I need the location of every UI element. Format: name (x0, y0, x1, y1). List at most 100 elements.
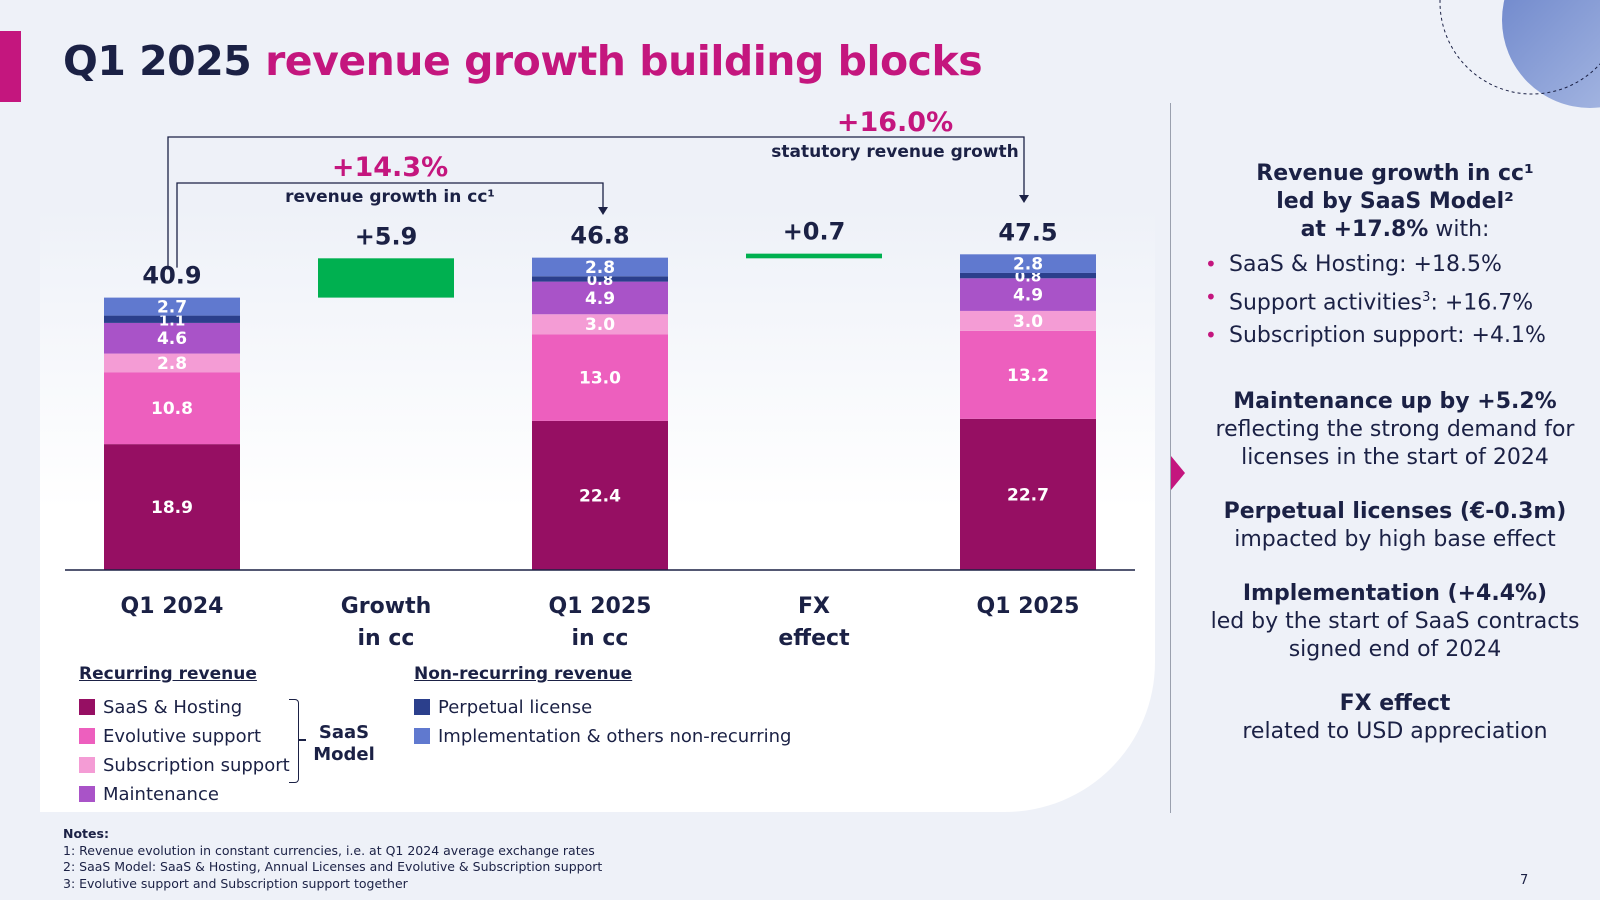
notes-title: Notes: (63, 826, 109, 841)
page-number: 7 (1520, 873, 1529, 888)
bar-segment (532, 420, 668, 570)
bar-segment (104, 372, 240, 445)
x-tick-label: Q1 2025 (977, 594, 1080, 619)
bar-segment-label: 3.0 (585, 315, 615, 335)
saas-model-bracket-tick (298, 739, 306, 741)
bar-segment-label: 4.9 (585, 289, 615, 309)
bar-segment (532, 281, 668, 315)
bar-segment (532, 257, 668, 277)
x-tick-label: Q1 2024 (121, 594, 224, 619)
takeaway-title-line3: at +17.8% with: (1300, 217, 1490, 242)
growth-annotation-text: statutory revenue growth (771, 142, 1018, 162)
bar-segment (532, 314, 668, 335)
arrow-down-icon (1019, 195, 1029, 203)
legend-nonrecurring-title: Non-recurring revenue (414, 664, 633, 684)
growth-connector-line (167, 136, 1025, 270)
x-tick-label: Growth (341, 594, 432, 619)
bar-segment-label: 3.0 (1013, 312, 1043, 332)
bar-segment-label: 2.8 (157, 354, 187, 374)
legend-recurring-title: Recurring revenue (79, 664, 257, 684)
legend-item-evolutive-support: Evolutive support (79, 725, 261, 747)
legend-label: Evolutive support (103, 725, 262, 747)
saas-model-line2: Model (313, 744, 375, 765)
takeaway-implementation: Implementation (+4.4%) led by the start … (1210, 581, 1580, 663)
list-item: • Subscription support: +4.1% (1205, 319, 1585, 352)
legend-label: Implementation & others non-recurring (438, 725, 792, 747)
growth-connector-line (176, 182, 604, 268)
legend-swatch (79, 699, 95, 715)
accent-bar (0, 31, 21, 102)
bar-segment (960, 330, 1096, 419)
x-tick-label: FX (798, 594, 830, 619)
x-tick-label: in cc (572, 626, 629, 651)
bridge-bar (318, 258, 454, 298)
note-line: 3: Evolutive support and Subscription su… (63, 875, 408, 891)
legend-label: Perpetual license (438, 696, 593, 718)
bar-total-label: 40.9 (142, 262, 201, 290)
bar-segment-label: 2.8 (1013, 255, 1043, 275)
legend-swatch (79, 786, 95, 802)
bar-segment (960, 272, 1096, 279)
bridge-bar (746, 253, 882, 259)
title-period: Q1 2025 (63, 37, 252, 85)
bar-total-label: +5.9 (355, 222, 418, 250)
legend-swatch (79, 728, 95, 744)
bar-segment (104, 297, 240, 316)
chevron-right-icon (1171, 456, 1185, 490)
legend-swatch (79, 757, 95, 773)
bar-segment-label: 2.8 (585, 258, 615, 278)
bullet-icon: • (1205, 285, 1217, 309)
x-tick-label: Q1 2025 (549, 594, 652, 619)
bar-segment (960, 254, 1096, 273)
bar-segment (104, 353, 240, 373)
legend-swatch (414, 728, 430, 744)
legend-label: Subscription support (103, 754, 290, 776)
key-takeaways-panel: Revenue growth in cc¹ led by SaaS Model²… (1205, 160, 1585, 746)
bar-segment-label: 22.7 (1007, 485, 1049, 505)
legend-item-implementation: Implementation & others non-recurring (414, 725, 792, 747)
bar-segment (532, 334, 668, 421)
takeaway-title-line2: led by SaaS Model² (1276, 189, 1514, 214)
bar-segment (960, 310, 1096, 331)
bar-segment-label: 13.0 (579, 369, 621, 389)
legend-swatch (414, 699, 430, 715)
bar-segment-label: 22.4 (579, 486, 621, 506)
bar-segment (104, 444, 240, 570)
legend-item-subscription-support: Subscription support (79, 754, 290, 776)
bullet-icon: • (1205, 252, 1217, 276)
bar-segment (960, 418, 1096, 570)
legend-item-saas-hosting: SaaS & Hosting (79, 696, 242, 718)
bullet-icon: • (1205, 323, 1217, 348)
title-subject: revenue growth building blocks (265, 37, 983, 85)
x-tick-label: in cc (358, 626, 415, 651)
legend-label: Maintenance (103, 783, 219, 805)
bar-segment-label: 1.1 (159, 311, 186, 329)
takeaway-title-line1: Revenue growth in cc¹ (1256, 161, 1534, 186)
bar-segment (104, 322, 240, 354)
growth-breakdown-list: • SaaS & Hosting: +18.5% • Support activit… (1205, 248, 1585, 352)
bar-segment-label: 13.2 (1007, 366, 1049, 386)
legend-label: SaaS & Hosting (103, 696, 243, 718)
bar-segment-label: 4.6 (157, 329, 187, 349)
takeaway-perpetual-licenses: Perpetual licenses (€-0.3m) impacted by … (1223, 499, 1567, 553)
growth-annotation-value: +14.3% (332, 152, 448, 183)
list-item: • SaaS & Hosting: +18.5% (1205, 248, 1585, 281)
takeaway-maintenance: Maintenance up by +5.2% reflecting the s… (1215, 389, 1575, 471)
vertical-divider (1170, 103, 1171, 813)
footnotes: Notes: 1: Revenue evolution in constant … (63, 826, 602, 892)
takeaway-fx-effect: FX effect related to USD appreciation (1242, 691, 1548, 745)
bar-segment (532, 276, 668, 282)
bar-segment (960, 278, 1096, 311)
bar-total-label: 46.8 (570, 222, 629, 250)
bar-total-label: +0.7 (783, 218, 846, 246)
arrow-down-icon (598, 207, 608, 215)
growth-annotation-value: +16.0% (837, 107, 953, 138)
bar-segment-label: 18.9 (151, 498, 193, 518)
bar-segment-label: 4.9 (1013, 286, 1043, 306)
note-line: 2: SaaS Model: SaaS & Hosting, Annual Li… (63, 859, 603, 874)
list-item: • Support activities3: +16.7% (1205, 281, 1585, 319)
saas-model-line1: SaaS (318, 722, 370, 743)
bar-segment-label: 2.7 (157, 298, 187, 318)
revenue-bridge-chart: 18.9 10.8 2.8 4.61.12.7 40.9 Q1 2024 +5.9 Growt… (65, 107, 1135, 651)
growth-annotation-text: revenue growth in cc¹ (285, 187, 495, 207)
